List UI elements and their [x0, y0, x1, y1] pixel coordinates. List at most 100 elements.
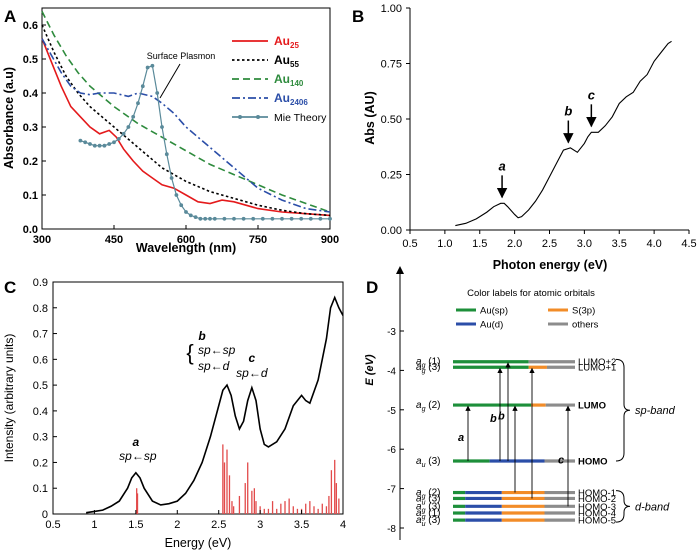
panel-c-annot-text: sp←d [198, 359, 230, 373]
panel-d-ylabel: E (eV) [364, 354, 376, 386]
panel-c-series [86, 295, 344, 514]
panel-b-xtick-label: 0.5 [402, 238, 417, 250]
panel-a-legend-label: Au25 [274, 34, 299, 50]
panel-a-mie-point [299, 216, 304, 221]
panel-c-annot-text: sp←d [236, 366, 268, 380]
panel-d-level-symmetry: au (3) [416, 456, 440, 469]
panel-a-legend-label: Au140 [274, 72, 304, 88]
panel-d-ticks: -3 -4 -5 -6 -7 -8 [387, 327, 404, 535]
panel-a-series [41, 11, 332, 221]
panel-d-legend: Au(sp) S(3p) Au(d) others [456, 306, 599, 331]
panel-a-mie-point [270, 216, 275, 221]
panel-c-ytick-label: 0.8 [33, 303, 48, 315]
panel-a-ytick-label: 0.5 [23, 54, 38, 66]
panel-a-mie-point [203, 216, 208, 221]
panel-d-legend-label: S(3p) [572, 306, 595, 317]
panel-c-xtick-label: 3 [257, 519, 263, 531]
panel-a-mie-point [88, 142, 92, 146]
panel-d-transition-label: b [498, 410, 505, 422]
panel-d-level-symmetry: au (3) [416, 515, 440, 528]
panel-a-xtick-label: 450 [105, 234, 123, 246]
panel-b-line [455, 40, 672, 227]
panel-a-mie-point [251, 216, 256, 221]
panel-a-mie-point [102, 143, 107, 148]
panel-b-ticks: 0.5 1.0 1.5 2.0 2.5 3.0 3.5 4.0 4.5 0.00 0.25 0.50 0… [381, 3, 697, 250]
panel-c-xtick-label: 3.5 [294, 519, 309, 531]
panel-a-line-au55 [41, 24, 331, 217]
panel-d-transitions: a b b c [458, 362, 571, 507]
panel-d-level-name: HOMO-4 [578, 509, 616, 520]
panel-d-band-brace [615, 358, 631, 462]
panel-a-mie-point [169, 176, 174, 180]
panel-c-ylabel: Intensity (arbitrary units) [2, 334, 16, 463]
panel-b-xtick-label: 2.5 [542, 238, 557, 250]
panel-c-ytick-label: 0.1 [33, 483, 48, 495]
panel-d-level-symmetry: ag (3) [416, 501, 440, 514]
panel-c-ytick-label: 0 [42, 509, 48, 521]
panel-a-mie-point [193, 215, 198, 220]
panel-a-xtick-label: 750 [249, 234, 267, 246]
panel-d-levels: ag (1) LUMO+2 ag (3) LUMO+1 ag (2) LUMO au (3)… [416, 357, 616, 528]
panel-b-peak-markers: a b c [496, 87, 597, 199]
panel-a-mie-point [140, 84, 145, 89]
panel-a-mie-point [289, 216, 294, 221]
panel-a-legend-label: Au55 [274, 53, 299, 69]
panel-a-xtick-label: 900 [321, 234, 339, 246]
panel-d-level-name: HOMO-3 [578, 502, 616, 513]
panel-a-mie-point [184, 210, 188, 214]
panel-d-bands: sp-band d-band [615, 358, 676, 523]
panel-c-line [86, 295, 344, 514]
panel-d-legend-title: Color labels for atomic orbitals [467, 288, 595, 299]
panel-a-mie-point [260, 216, 265, 221]
panel-c-xtick-label: 4 [340, 519, 346, 531]
panel-a-mie-point [155, 91, 160, 95]
panel-a-mie-point [112, 140, 116, 145]
panel-b-peak-label: a [498, 158, 505, 173]
panel-d: D -3 -4 -5 -6 -7 -8 E (eV) Color labels for a… [364, 266, 676, 540]
panel-a-mie-point [160, 125, 164, 129]
panel-a-ytick-label: 0.0 [23, 224, 38, 236]
panel-b-xtick-label: 1.0 [437, 238, 452, 250]
panel-d-legend-label: others [572, 320, 599, 331]
panel-b-xtick-label: 4.5 [681, 238, 696, 250]
surface-plasmon-label: Surface Plasmon [147, 51, 216, 61]
panel-d-axis-arrow [396, 266, 404, 274]
panel-b-xtick-label: 1.5 [472, 238, 487, 250]
panel-d-level-name: HOMO-1 [578, 488, 616, 499]
panel-a-label: A [4, 7, 16, 26]
panel-a-ytick-label: 0.4 [23, 88, 39, 100]
panel-a-mie-point [164, 152, 169, 157]
panel-b-xlabel: Photon energy (eV) [493, 258, 608, 272]
panel-d-transition-label: b [490, 413, 497, 425]
panel-a-line-au2406 [41, 38, 331, 213]
panel-a-mie-point [328, 216, 332, 221]
panel-d-level-symmetry: ag (3) [416, 362, 440, 375]
panel-a-mie-point [174, 193, 179, 197]
panel-c-annot-label: a [133, 435, 140, 449]
panel-a-mie-point [188, 213, 193, 218]
panel-d-legend-label: Au(sp) [480, 306, 508, 317]
panel-d-band-label: sp-band [635, 405, 676, 417]
panel-c-ytick-label: 0.7 [33, 329, 48, 341]
panel-a-mie-point [241, 216, 246, 221]
panel-a-line-au140 [41, 11, 331, 213]
panel-b-ylabel: Abs (AU) [363, 91, 377, 144]
panel-a-ticks: 300 450 600 750 900 0.0 0.1 0.2 0.3 0.4 0.5 0.6 [23, 20, 339, 246]
panel-b-ytick-label: 0.00 [381, 225, 402, 237]
panel-a-mie-point [78, 138, 83, 143]
panel-d-transition-label: c [558, 455, 564, 467]
panel-a-mie-point [131, 114, 136, 119]
panel-a-legend-label: Mie Theory [274, 112, 327, 124]
panel-b: B 0.5 1.0 1.5 2.0 2.5 3.0 3.5 4.0 4.50.000.250.5… [352, 3, 697, 272]
panel-c-xtick-label: 0.5 [45, 519, 60, 531]
panel-a-xtick-label: 600 [177, 234, 195, 246]
panel-a-mie-point [116, 137, 121, 141]
panel-c-ytick-label: 0.4 [33, 406, 48, 418]
panel-a-xtick-label: 300 [33, 234, 51, 246]
panel-d-level-symmetry: ag (2) [416, 488, 440, 501]
panel-d-ytick-label: -7 [387, 485, 396, 496]
panel-d-band-brace [615, 490, 631, 523]
panel-c-annot-text: sp←sp [119, 449, 157, 463]
panel-a-legend: Au25 Au55 Au140 Au2406 Mie Theory [232, 34, 327, 124]
panel-b-series [455, 40, 672, 227]
